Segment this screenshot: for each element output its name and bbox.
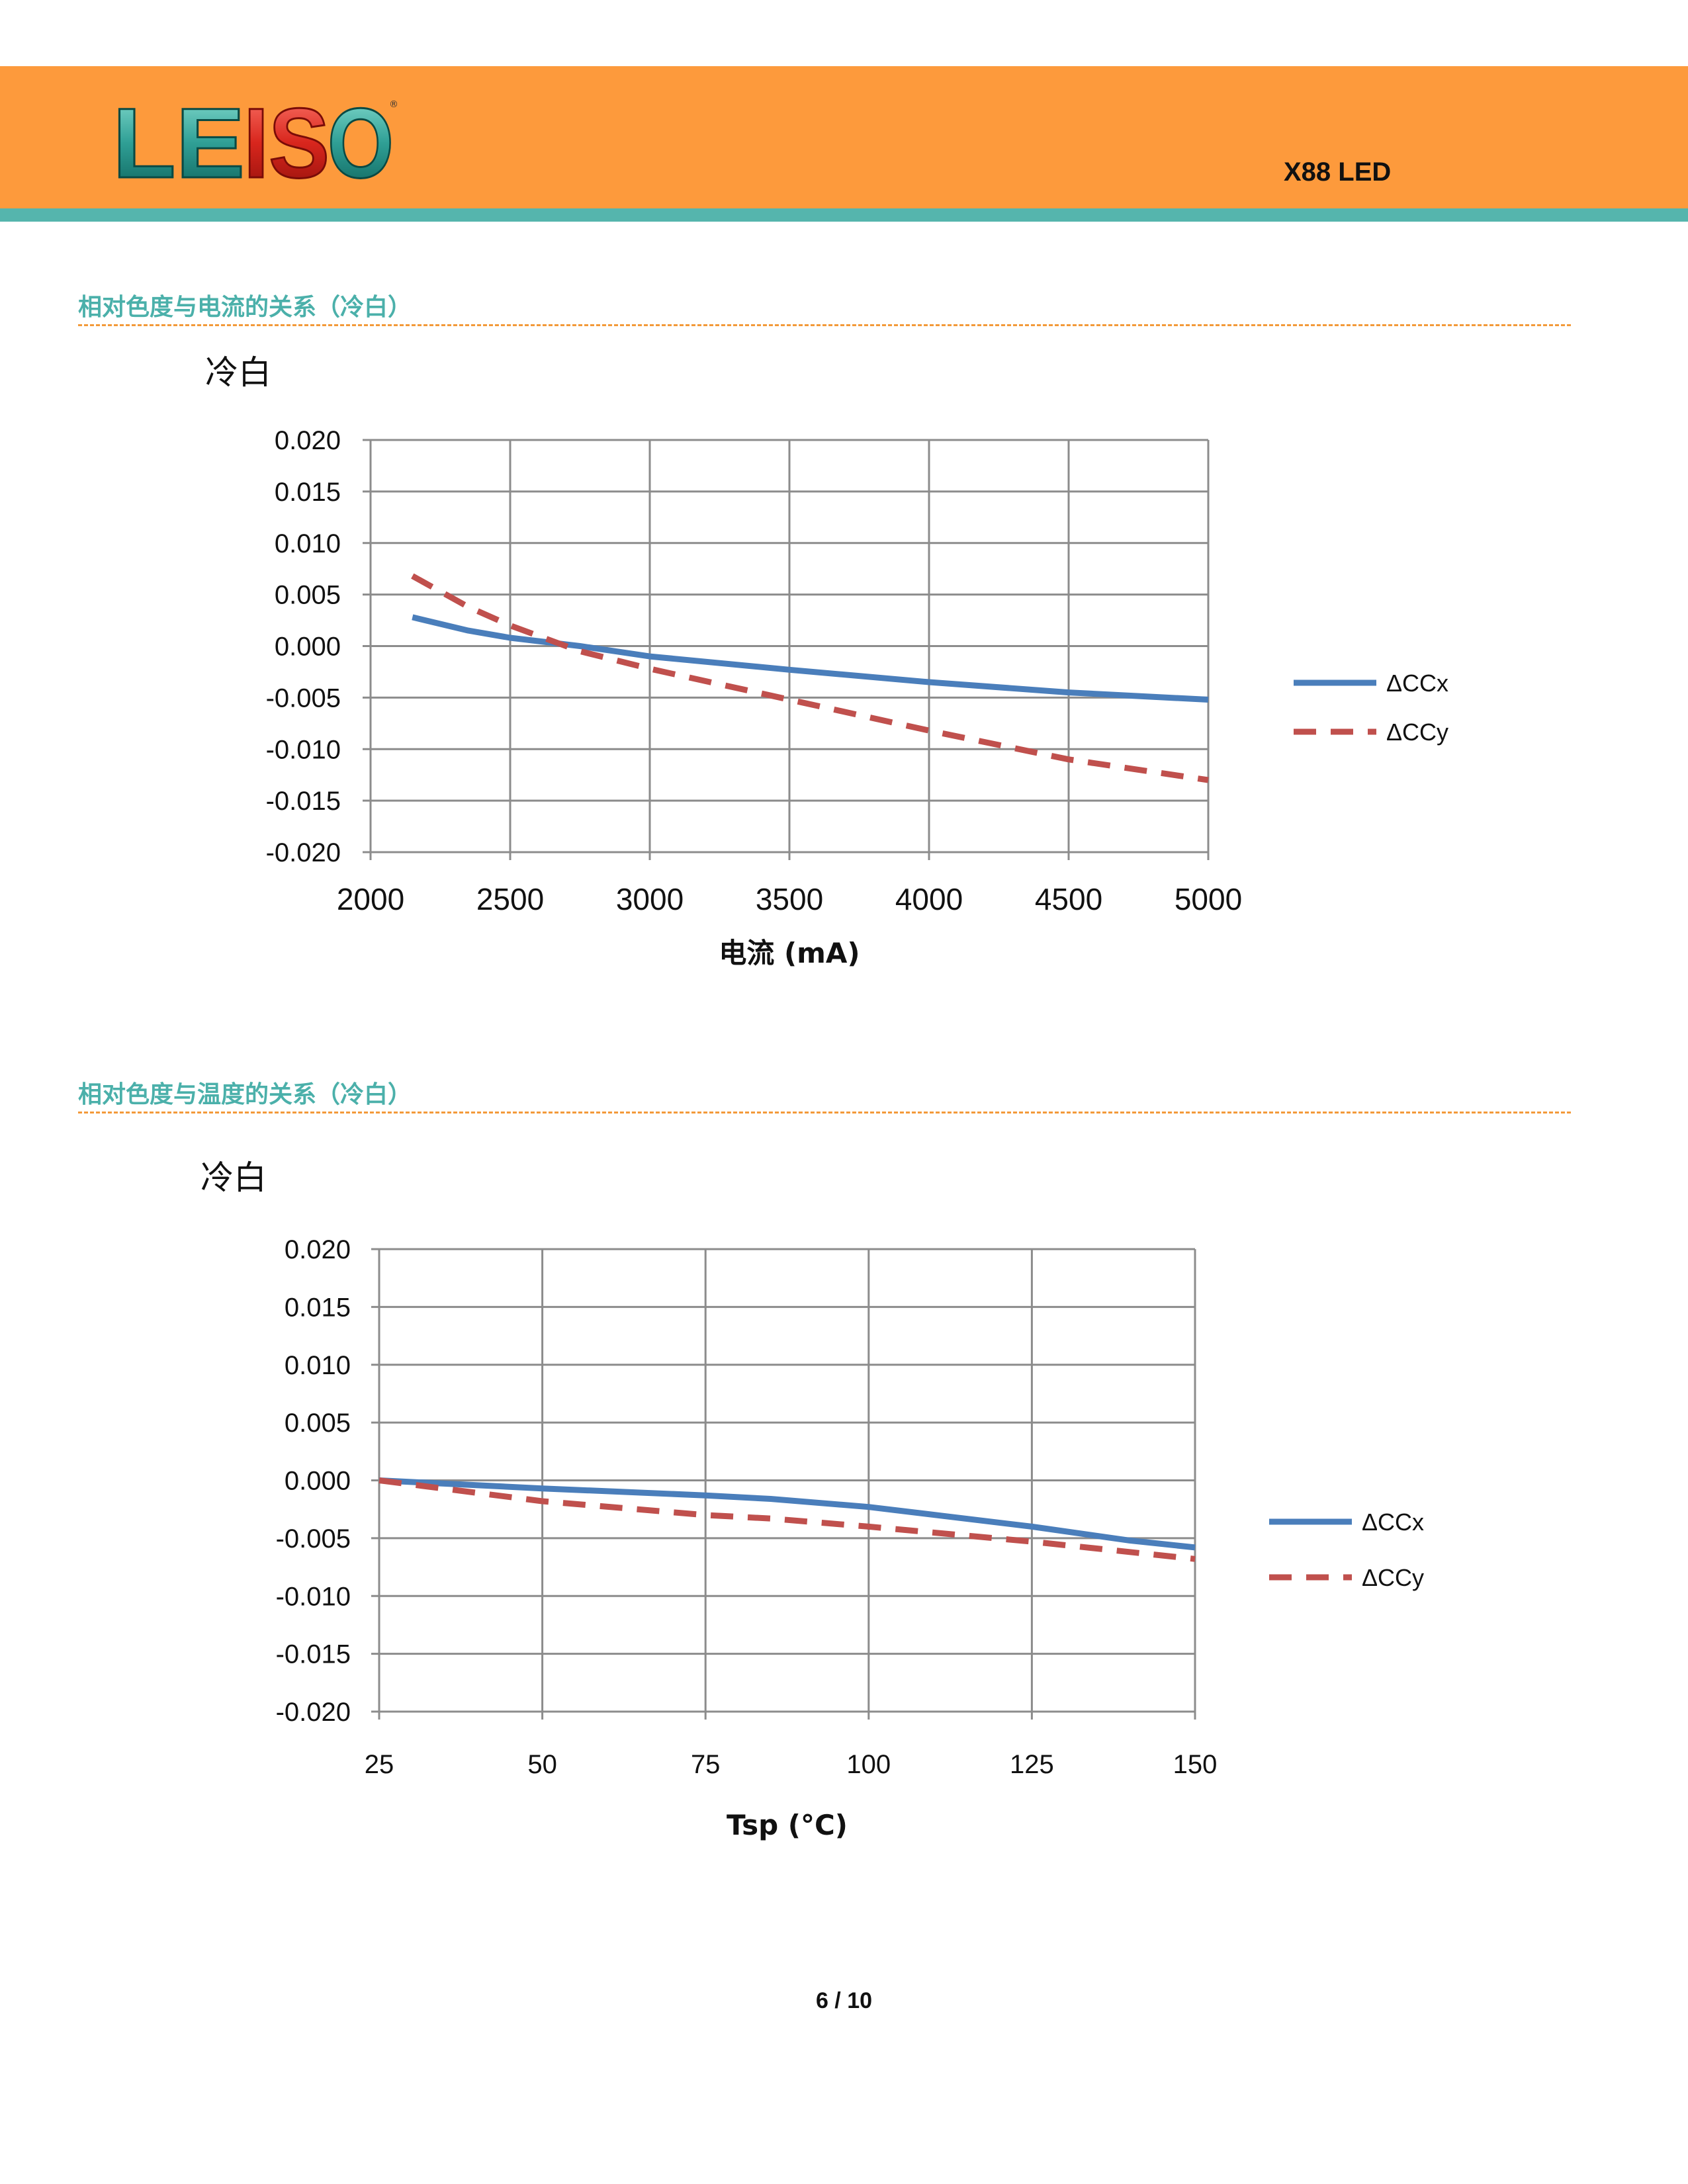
x-tick-label: 4000 [895, 882, 963, 916]
section-divider-temperature [78, 1112, 1571, 1114]
svg-text:®: ® [389, 99, 398, 110]
header-stripe [0, 208, 1688, 222]
legend-label: ΔCCx [1362, 1508, 1424, 1536]
y-tick-label: 0.005 [275, 581, 341, 610]
y-tick-label: 0.000 [285, 1467, 351, 1496]
x-tick-label: 150 [1173, 1750, 1218, 1779]
y-tick-label: -0.010 [266, 735, 341, 764]
chart-title: 冷白 [205, 353, 271, 392]
series-line-dccx [412, 614, 1209, 703]
y-tick-label: -0.020 [276, 1698, 351, 1727]
y-tick-label: 0.005 [285, 1409, 351, 1438]
y-tick-label: 0.020 [285, 1235, 351, 1264]
y-tick-label: -0.015 [266, 787, 341, 816]
legend-label: ΔCCx [1386, 670, 1448, 697]
legend-label: ΔCCy [1362, 1564, 1424, 1591]
x-tick-label: 100 [846, 1750, 891, 1779]
x-tick-label: 75 [691, 1750, 721, 1779]
svg-text:IS: IS [244, 93, 330, 192]
chart-title: 冷白 [200, 1158, 267, 1197]
header-band [0, 66, 1688, 208]
x-tick-label: 2000 [337, 882, 404, 916]
y-tick-label: 0.015 [275, 478, 341, 507]
section-divider-current [78, 324, 1571, 326]
y-tick-label: -0.005 [266, 683, 341, 713]
y-tick-label: 0.015 [285, 1293, 351, 1322]
x-axis-label: 电流 (mA) [719, 937, 860, 969]
y-tick-label: 0.000 [275, 633, 341, 662]
x-tick-label: 5000 [1175, 882, 1242, 916]
y-tick-label: 0.010 [285, 1351, 351, 1380]
y-tick-label: 0.020 [275, 426, 341, 455]
x-tick-label: 2500 [476, 882, 544, 916]
leiso-logo: LE IS O ® [112, 93, 398, 192]
svg-text:O: O [328, 93, 394, 192]
x-tick-label: 50 [527, 1750, 557, 1779]
x-tick-label: 3000 [616, 882, 684, 916]
series-line-dccy [378, 1477, 1196, 1562]
svg-text:LE: LE [112, 93, 245, 192]
chart-current-chromaticity: 冷白 0.020 0.015 0.010 0.005 0.000 -0.005 -0.010 -… [205, 353, 1448, 969]
x-axis-label: Tsp (°C) [727, 1809, 848, 1841]
x-tick-label: 3500 [756, 882, 823, 916]
y-tick-label: -0.020 [266, 838, 341, 867]
series-line-dccx [378, 1477, 1196, 1551]
series-line-dccy [411, 573, 1209, 783]
y-tick-label: -0.015 [276, 1640, 351, 1669]
y-tick-label: -0.005 [276, 1524, 351, 1553]
legend-label: ΔCCy [1386, 719, 1448, 746]
y-tick-label: -0.010 [276, 1582, 351, 1611]
x-tick-label: 125 [1010, 1750, 1054, 1779]
x-tick-label: 4500 [1035, 882, 1102, 916]
section-title-current: 相对色度与电流的关系（冷白） [78, 294, 412, 321]
section-title-temperature: 相对色度与温度的关系（冷白） [78, 1081, 412, 1108]
page-number: 6 / 10 [815, 1988, 873, 2013]
y-tick-label: 0.010 [275, 529, 341, 558]
x-tick-label: 25 [365, 1750, 394, 1779]
product-name: X88 LED [1284, 157, 1392, 187]
chart-temperature-chromaticity: 冷白 0.020 0.015 0.010 0.005 0.000 -0.005 -0.010 -… [200, 1158, 1424, 1841]
